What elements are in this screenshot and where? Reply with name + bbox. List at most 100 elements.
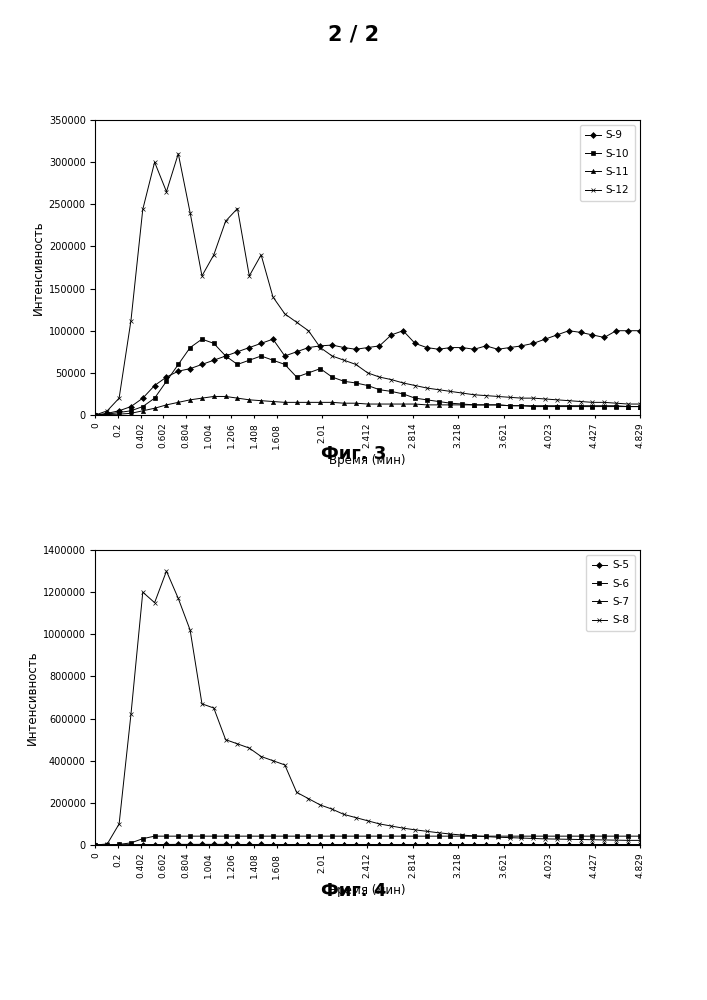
S-10 (269, 354, 277, 366)
S-8 (399, 822, 407, 834)
S-12 (493, 390, 502, 402)
S-5 (186, 838, 194, 850)
S-10 (103, 408, 112, 420)
S-8 (91, 839, 100, 851)
S-6 (624, 830, 632, 842)
Line: S-11: S-11 (93, 394, 642, 417)
S-9 (493, 343, 502, 355)
S-9 (115, 405, 123, 417)
S-10 (91, 409, 100, 421)
S-5 (600, 839, 609, 851)
S-5 (423, 839, 431, 851)
S-12 (541, 393, 549, 405)
S-9 (340, 342, 349, 354)
S-6 (209, 830, 218, 842)
S-5 (293, 839, 301, 851)
S-7 (399, 838, 407, 850)
S-10 (174, 358, 182, 370)
S-12 (233, 202, 242, 215)
S-10 (387, 385, 395, 397)
S-6 (139, 833, 147, 845)
S-10 (328, 371, 337, 383)
S-8 (423, 825, 431, 837)
S-5 (281, 839, 289, 851)
S-11 (363, 398, 372, 410)
S-6 (281, 830, 289, 842)
S-8 (328, 803, 337, 815)
S-10 (624, 401, 632, 413)
S-9 (281, 350, 289, 362)
S-12 (612, 397, 621, 409)
S-9 (375, 340, 384, 352)
S-12 (328, 350, 337, 362)
S-10 (458, 398, 467, 410)
S-9 (481, 340, 490, 352)
S-11 (387, 398, 395, 410)
S-9 (588, 329, 597, 341)
S-7 (209, 838, 218, 850)
S-5 (387, 839, 395, 851)
S-7 (257, 838, 265, 850)
S-8 (470, 830, 479, 842)
S-10 (434, 396, 443, 408)
S-9 (565, 325, 573, 337)
S-12 (518, 392, 526, 404)
S-9 (328, 339, 337, 351)
S-6 (458, 830, 467, 842)
S-7 (493, 838, 502, 850)
S-5 (518, 839, 526, 851)
S-11 (553, 400, 561, 412)
S-12 (565, 395, 573, 407)
S-9 (363, 342, 372, 354)
S-12 (351, 358, 360, 370)
S-12 (103, 405, 112, 417)
S-11 (340, 397, 349, 409)
S-7 (624, 838, 632, 850)
S-12 (151, 156, 159, 168)
S-12 (257, 249, 265, 261)
S-7 (186, 838, 194, 850)
S-8 (363, 815, 372, 827)
S-10 (209, 337, 218, 349)
S-7 (588, 838, 597, 850)
S-5 (553, 839, 561, 851)
S-8 (304, 793, 312, 805)
Line: S-7: S-7 (93, 842, 642, 847)
S-5 (506, 839, 514, 851)
S-8 (103, 838, 112, 850)
S-11 (139, 405, 147, 417)
S-11 (636, 401, 644, 413)
S-10 (553, 401, 561, 413)
S-8 (576, 834, 585, 846)
S-12 (481, 390, 490, 402)
S-8 (588, 834, 597, 846)
S-11 (328, 396, 337, 408)
S-6 (541, 830, 549, 842)
S-12 (399, 377, 407, 389)
S-7 (127, 839, 135, 851)
S-6 (399, 830, 407, 842)
S-10 (351, 377, 360, 389)
S-8 (186, 624, 194, 636)
S-5 (151, 839, 159, 851)
S-10 (493, 399, 502, 411)
S-10 (221, 350, 230, 362)
S-10 (518, 400, 526, 412)
S-7 (198, 838, 206, 850)
S-6 (375, 830, 384, 842)
S-6 (233, 830, 242, 842)
S-12 (423, 382, 431, 394)
S-5 (209, 838, 218, 850)
S-11 (576, 400, 585, 412)
S-6 (588, 830, 597, 842)
Line: S-9: S-9 (93, 329, 642, 417)
S-9 (399, 325, 407, 337)
S-10 (340, 375, 349, 387)
S-8 (387, 820, 395, 832)
S-11 (174, 396, 182, 408)
S-8 (375, 818, 384, 830)
S-9 (127, 401, 135, 413)
S-6 (328, 830, 337, 842)
S-8 (493, 831, 502, 843)
S-7 (434, 838, 443, 850)
